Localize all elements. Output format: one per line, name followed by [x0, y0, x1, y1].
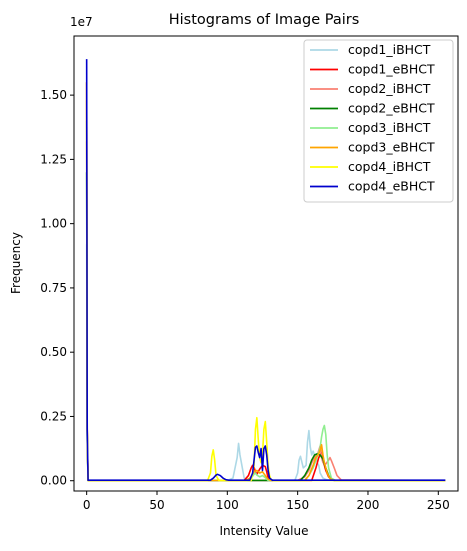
axes-frame [73, 35, 459, 492]
x-axis-label: Intensity Value [220, 524, 309, 538]
legend: copd1_iBHCT copd1_eBHCT copd2_iBHCT copd2_e… [303, 39, 454, 203]
series-line-copd4_eBHCT [85, 59, 446, 481]
y-axis-ticks: 0.00 0.25 0.50 0.75 1.00 1.25 1.50 [40, 88, 74, 488]
y-axis-label: Frequency [9, 232, 23, 294]
x-tick-label: 200 [357, 498, 380, 512]
legend-label-copd3_eBHCT: copd3_eBHCT [348, 140, 435, 155]
legend-label-copd2_eBHCT: copd2_eBHCT [348, 101, 435, 116]
y-tick-label: 0.50 [40, 345, 67, 359]
y-axis-offset-label: 1e7 [70, 15, 93, 29]
legend-label-copd4_eBHCT: copd4_eBHCT [348, 179, 435, 194]
legend-label-copd1_iBHCT: copd1_iBHCT [348, 42, 431, 57]
y-tick-label: 0.00 [40, 474, 67, 488]
y-tick-label: 1.50 [40, 88, 67, 102]
x-tick-label: 250 [427, 498, 450, 512]
x-tick-label: 0 [83, 498, 91, 512]
x-tick-label: 50 [149, 498, 164, 512]
y-tick-label: 1.25 [40, 152, 67, 166]
plot-area [85, 59, 446, 482]
x-axis-ticks: 0 50 100 150 200 250 [83, 491, 450, 512]
legend-label-copd3_iBHCT: copd3_iBHCT [348, 120, 431, 135]
legend-label-copd1_eBHCT: copd1_eBHCT [348, 62, 435, 77]
series-line-copd1_iBHCT [85, 244, 446, 482]
y-tick-label: 0.25 [40, 409, 67, 423]
y-tick-label: 1.00 [40, 217, 67, 231]
chart-title: Histograms of Image Pairs [169, 12, 360, 28]
x-tick-label: 150 [286, 498, 309, 512]
legend-label-copd4_iBHCT: copd4_iBHCT [348, 159, 431, 174]
y-tick-label: 0.75 [40, 281, 67, 295]
legend-label-copd2_iBHCT: copd2_iBHCT [348, 81, 431, 96]
legend-box [303, 39, 454, 203]
x-tick-label: 100 [216, 498, 239, 512]
